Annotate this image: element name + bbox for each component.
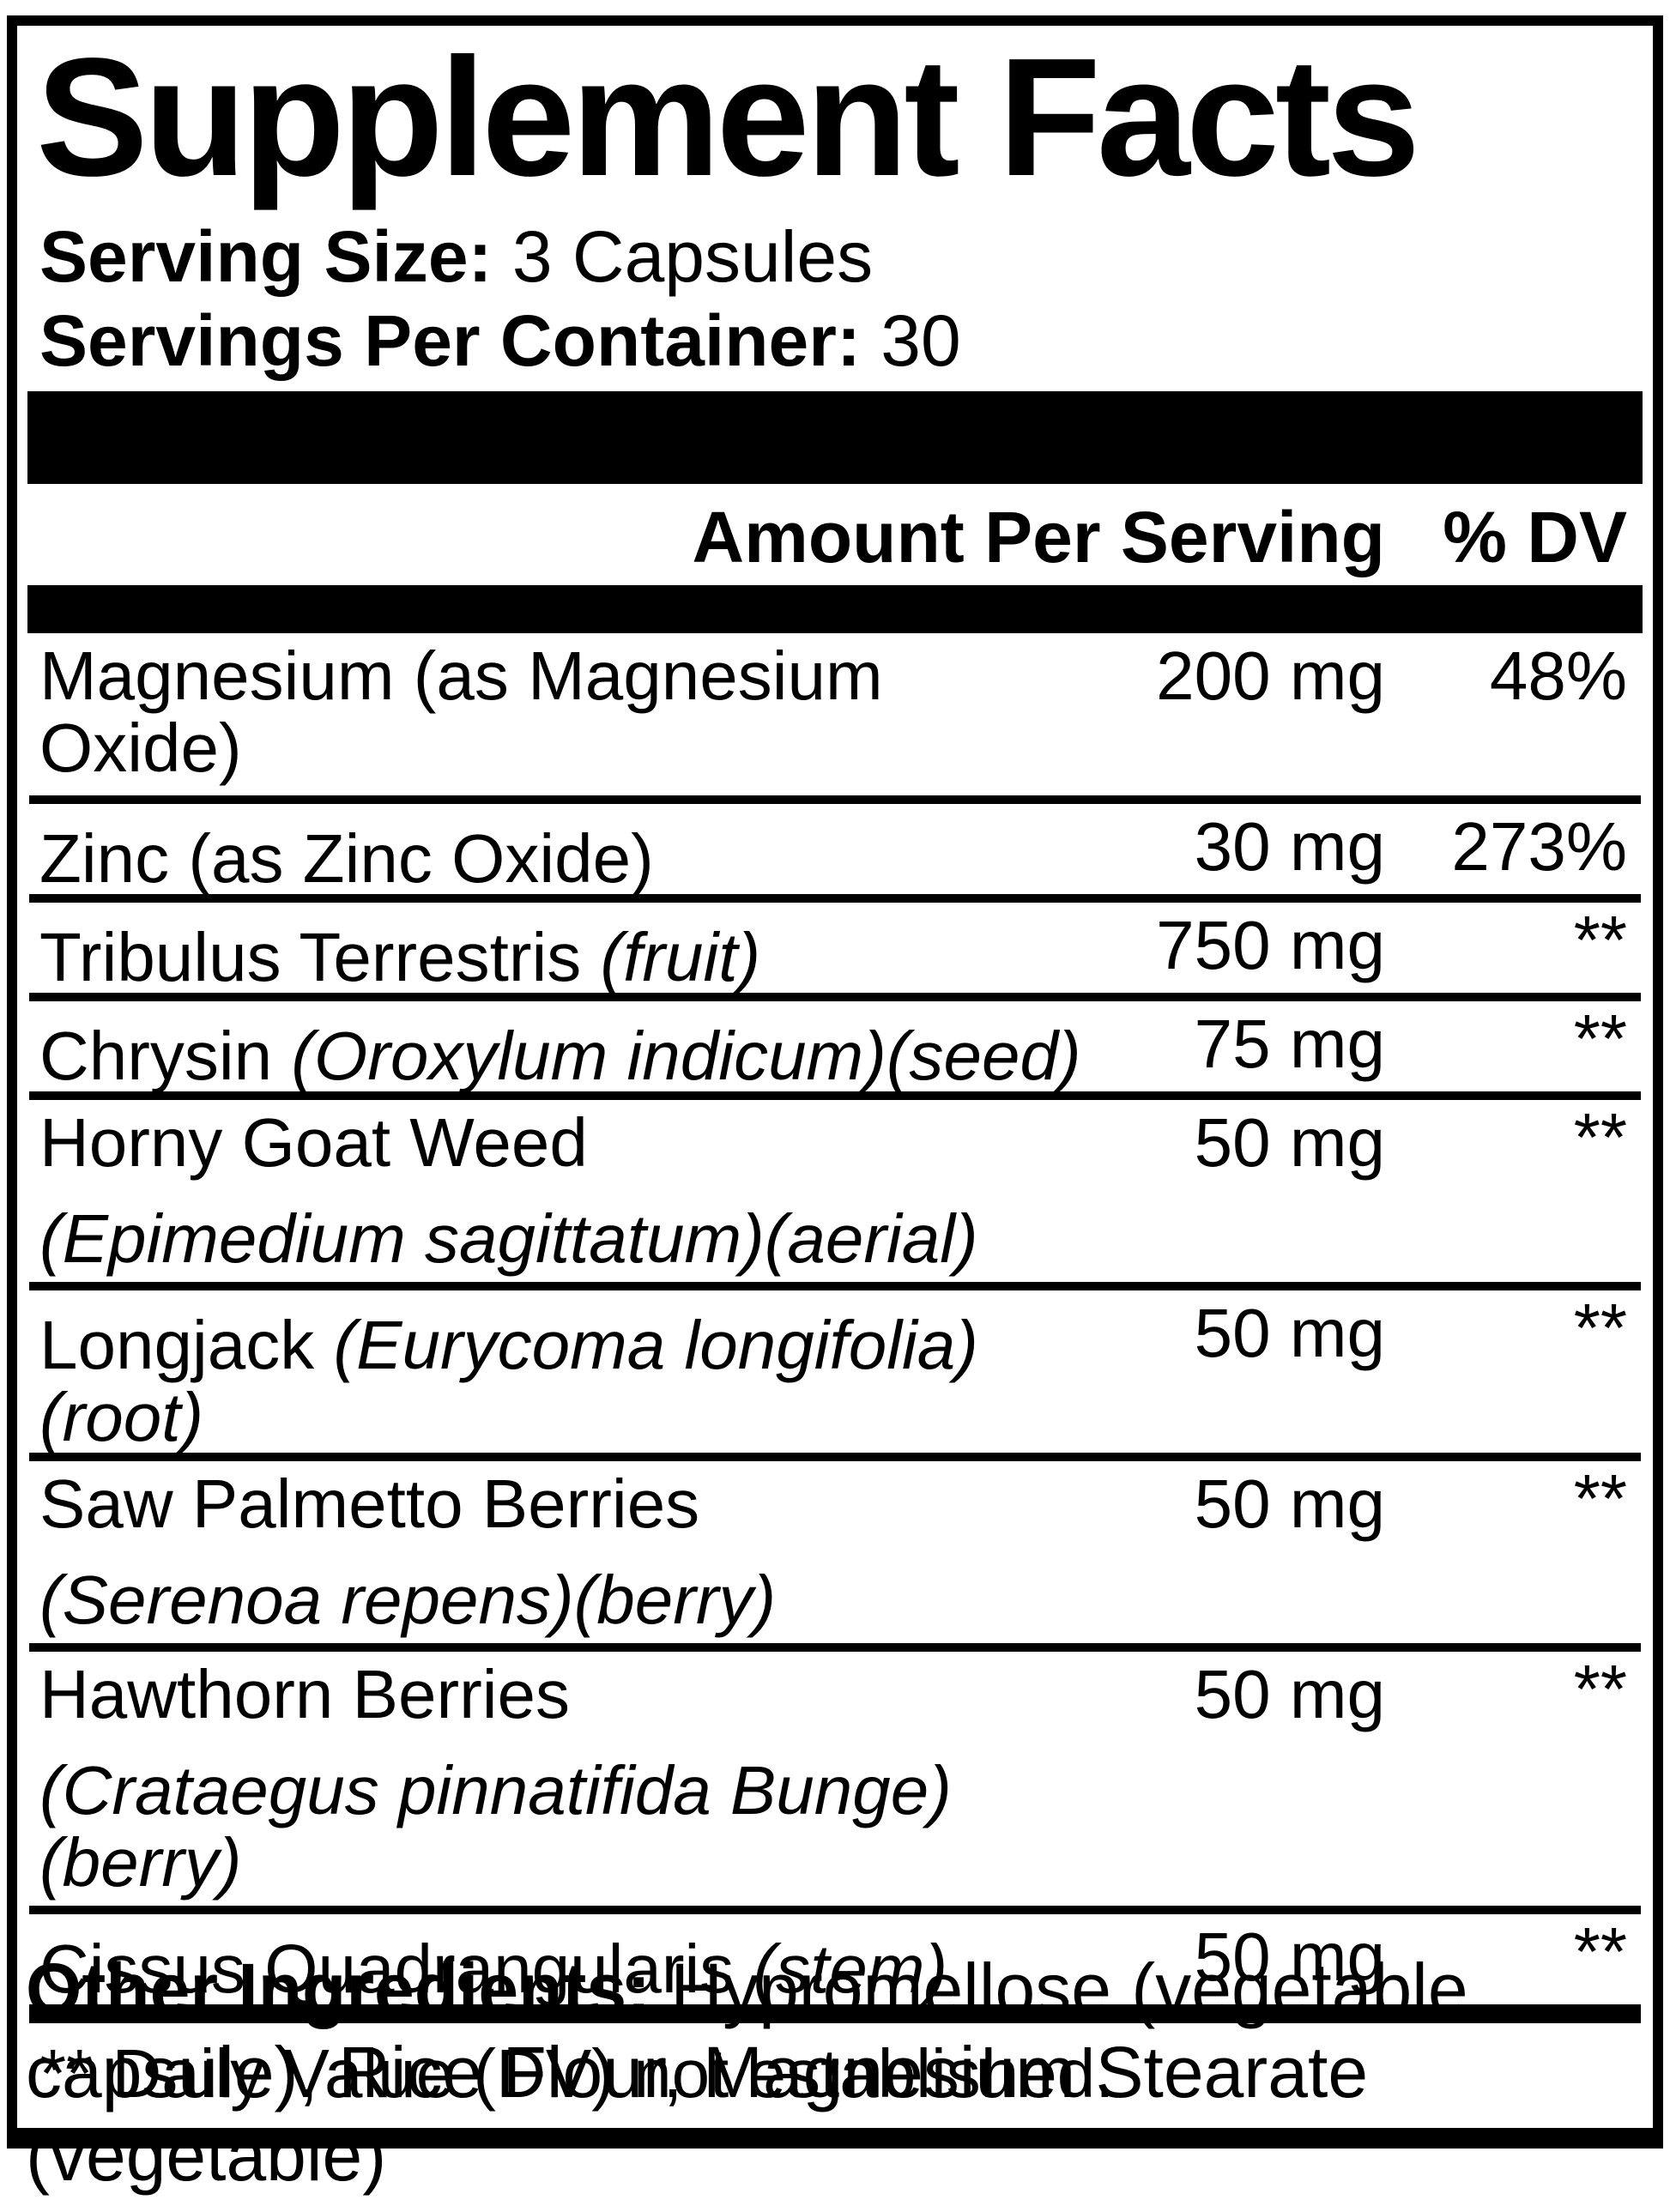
panel-title: Supplement Facts <box>36 23 1420 211</box>
other-ingredients-text: Hypromellose (vegetable capsule), Rice F… <box>26 1949 1468 2196</box>
ingredient-daily-value: ** <box>1573 1460 1627 1537</box>
ingredient-row: Tribulus Terrestris (fruit) 750 mg ** <box>17 902 1653 995</box>
ingredient-name: Hawthorn Berries <box>39 1656 571 1732</box>
ingredient-name: Tribulus Terrestris <box>39 919 582 995</box>
ingredient-daily-value: ** <box>1573 1000 1627 1077</box>
ingredient-amount: 50 mg <box>1194 1919 1385 1995</box>
separator-bar-footnote <box>29 2004 1641 2023</box>
dv-footnote: ** Daily Value (DV) not established. <box>39 2035 1115 2112</box>
ingredient-row: Saw Palmetto Berries (Serenoa repens)(be… <box>17 1461 1653 1643</box>
ingredient-amount: 50 mg <box>1194 1466 1385 1542</box>
ingredient-amount: 75 mg <box>1194 1006 1385 1082</box>
ingredient-row: Horny Goat Weed (Epimedium sagittatum)(a… <box>17 1100 1653 1282</box>
ingredient-amount: 50 mg <box>1194 1295 1385 1371</box>
ingredient-name: Zinc <box>39 820 170 897</box>
ingredient-amount: 750 mg <box>1156 907 1385 983</box>
ingredient-name: Saw Palmetto Berries <box>39 1466 700 1542</box>
ingredient-name: Horny Goat Weed <box>39 1104 588 1181</box>
row-divider <box>29 795 1641 804</box>
table-header-row: Amount Per Serving % DV <box>17 484 1653 585</box>
ingredient-daily-value: ** <box>1573 1099 1627 1176</box>
row-divider <box>29 1906 1641 1914</box>
ingredient-latin-name: (Epimedium sagittatum)(aerial) <box>39 1200 978 1277</box>
serving-size-value: 3 Capsules <box>511 216 874 297</box>
row-divider <box>29 1453 1641 1461</box>
ingredient-qualifier: (as Magnesium Oxide) <box>39 638 883 786</box>
ingredient-amount: 50 mg <box>1194 1104 1385 1181</box>
row-divider <box>29 894 1641 903</box>
supplement-facts-panel: Supplement Facts Serving Size: 3 Capsule… <box>7 15 1663 2149</box>
ingredient-qualifier: (fruit) <box>581 919 761 995</box>
ingredient-latin-name: (Crataegus pinnatifida Bunge)(berry) <box>39 1752 952 1901</box>
serving-size-line: Serving Size: 3 Capsules <box>17 218 1653 295</box>
separator-bar-medium <box>27 585 1643 633</box>
ingredient-name: Cissus Quadrangularis <box>39 1931 735 2007</box>
ingredient-qualifier: (Oroxylum indicum)(seed) <box>272 1018 1081 1094</box>
separator-bar-thick <box>27 391 1643 484</box>
row-divider <box>29 1091 1641 1100</box>
ingredient-row: Magnesium (as Magnesium Oxide) 200 mg 48… <box>17 633 1653 795</box>
row-divider <box>29 993 1641 1001</box>
spacer <box>650 1949 670 2029</box>
ingredient-row: Longjack (Eurycoma longifolia)(root) 50 … <box>17 1290 1653 1455</box>
ingredient-daily-value: ** <box>1573 1913 1627 1990</box>
ingredient-name: Chrysin <box>39 1018 273 1094</box>
ingredient-daily-value: 48% <box>1489 638 1627 714</box>
ingredient-name: Longjack <box>39 1307 315 1383</box>
ingredient-qualifier: (Eurycoma longifolia)(root) <box>39 1307 978 1455</box>
ingredient-amount: 50 mg <box>1194 1656 1385 1732</box>
amount-per-serving-header: Amount Per Serving <box>692 497 1385 577</box>
ingredient-daily-value: ** <box>1573 1651 1627 1727</box>
ingredient-row: Cissus Quadrangularis (stem) 50 mg ** <box>17 1913 1653 2007</box>
ingredient-table: Magnesium (as Magnesium Oxide) 200 mg 48… <box>17 633 1653 2007</box>
ingredient-daily-value: ** <box>1573 902 1627 978</box>
other-ingredients-block: Other Ingredients: Hypromellose (vegetab… <box>0 1948 1670 2197</box>
ingredient-daily-value: 273% <box>1451 808 1627 885</box>
spacer <box>861 300 880 381</box>
serving-size-label: Serving Size: <box>39 216 493 297</box>
ingredient-amount: 200 mg <box>1156 638 1385 714</box>
ingredient-row: Chrysin (Oroxylum indicum)(seed) 75 mg *… <box>17 1000 1653 1094</box>
ingredient-row: Zinc (as Zinc Oxide) 30 mg 273% <box>17 804 1653 897</box>
ingredient-daily-value: ** <box>1573 1290 1627 1366</box>
servings-per-container-value: 30 <box>880 300 961 381</box>
other-ingredients-label: Other Ingredients: <box>26 1949 651 2029</box>
row-divider <box>29 1282 1641 1290</box>
servings-per-container-line: Servings Per Container: 30 <box>17 302 1653 379</box>
spacer <box>493 216 512 297</box>
percent-dv-header: % DV <box>1443 497 1627 577</box>
servings-per-container-label: Servings Per Container: <box>39 300 861 381</box>
ingredient-name: Magnesium <box>39 638 395 714</box>
ingredient-row: Hawthorn Berries (Crataegus pinnatifida … <box>17 1652 1653 1906</box>
ingredient-qualifier: (as Zinc Oxide) <box>169 820 654 897</box>
ingredient-amount: 30 mg <box>1194 808 1385 885</box>
row-divider <box>29 1643 1641 1652</box>
ingredient-latin-name: (Serenoa repens)(berry) <box>39 1562 777 1638</box>
ingredient-qualifier: (stem) <box>734 1931 948 2007</box>
